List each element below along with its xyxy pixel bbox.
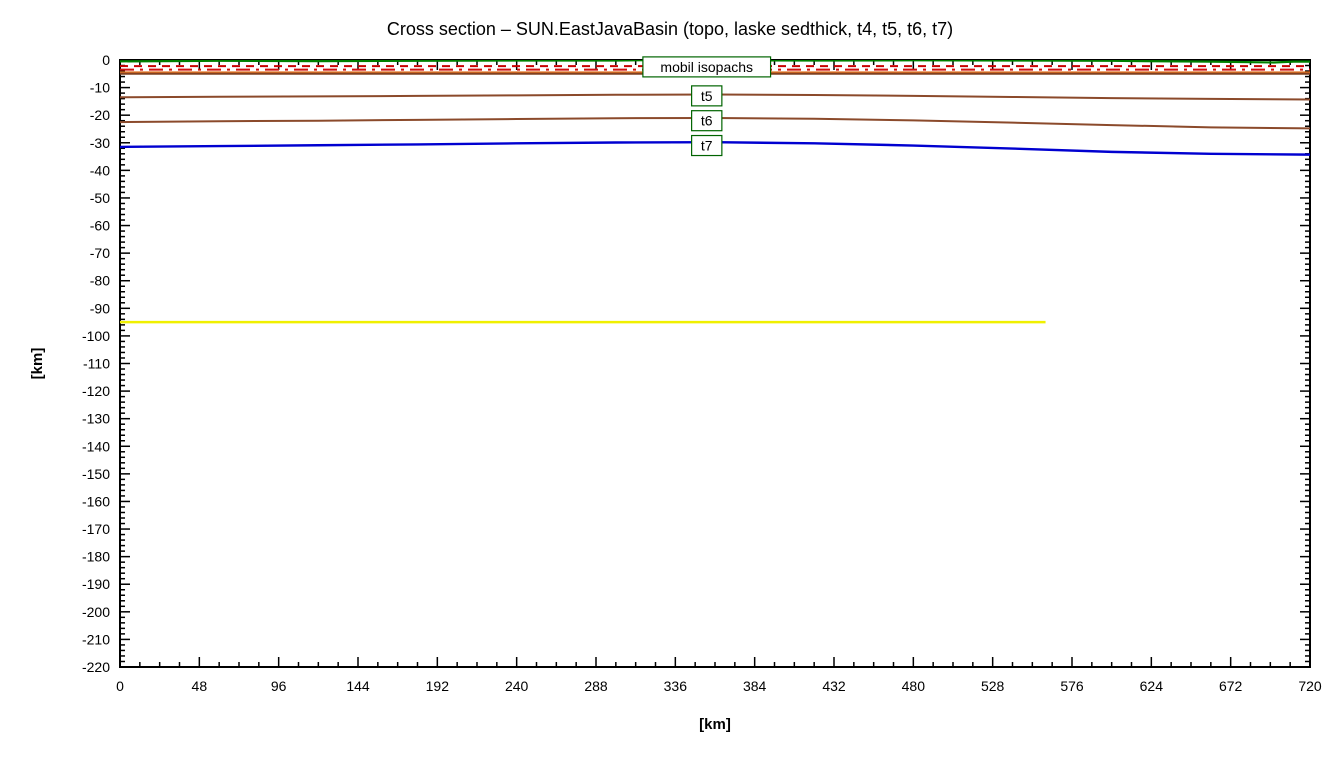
svg-text:624: 624 bbox=[1140, 678, 1164, 694]
svg-text:-50: -50 bbox=[90, 190, 110, 206]
svg-text:480: 480 bbox=[902, 678, 926, 694]
svg-text:-190: -190 bbox=[82, 576, 110, 592]
legend-text-t5: t5 bbox=[701, 88, 713, 104]
svg-text:720: 720 bbox=[1298, 678, 1322, 694]
svg-text:-210: -210 bbox=[82, 631, 110, 647]
svg-text:0: 0 bbox=[102, 52, 110, 68]
svg-text:-100: -100 bbox=[82, 328, 110, 344]
svg-text:-160: -160 bbox=[82, 493, 110, 509]
svg-text:-110: -110 bbox=[83, 356, 110, 372]
svg-text:0: 0 bbox=[116, 678, 124, 694]
svg-text:-60: -60 bbox=[90, 218, 110, 234]
svg-text:-20: -20 bbox=[90, 107, 110, 123]
svg-text:96: 96 bbox=[271, 678, 287, 694]
svg-text:-170: -170 bbox=[82, 521, 110, 537]
svg-text:528: 528 bbox=[981, 678, 1005, 694]
svg-text:-140: -140 bbox=[82, 438, 110, 454]
svg-text:-30: -30 bbox=[90, 135, 110, 151]
svg-text:672: 672 bbox=[1219, 678, 1243, 694]
x-axis-label: [km] bbox=[699, 716, 731, 733]
chart-title: Cross section – SUN.EastJavaBasin (topo,… bbox=[387, 19, 953, 39]
svg-text:-220: -220 bbox=[82, 659, 110, 675]
svg-text:432: 432 bbox=[822, 678, 846, 694]
svg-text:336: 336 bbox=[664, 678, 688, 694]
chart-svg: Cross section – SUN.EastJavaBasin (topo,… bbox=[0, 0, 1340, 757]
svg-text:48: 48 bbox=[192, 678, 208, 694]
svg-text:-200: -200 bbox=[82, 604, 110, 620]
svg-text:576: 576 bbox=[1060, 678, 1084, 694]
svg-text:-10: -10 bbox=[90, 80, 110, 96]
legend-text-mobil_isopachs: mobil isopachs bbox=[660, 59, 753, 75]
svg-text:144: 144 bbox=[346, 678, 370, 694]
svg-text:-70: -70 bbox=[90, 245, 110, 261]
svg-text:192: 192 bbox=[426, 678, 450, 694]
svg-text:-90: -90 bbox=[90, 300, 110, 316]
svg-text:-40: -40 bbox=[90, 162, 110, 178]
svg-text:-130: -130 bbox=[82, 411, 110, 427]
legend-text-t7: t7 bbox=[701, 137, 713, 153]
svg-text:-80: -80 bbox=[90, 273, 110, 289]
cross-section-chart: Cross section – SUN.EastJavaBasin (topo,… bbox=[0, 0, 1340, 757]
svg-text:240: 240 bbox=[505, 678, 529, 694]
svg-text:384: 384 bbox=[743, 678, 767, 694]
svg-text:-180: -180 bbox=[82, 549, 110, 565]
svg-text:288: 288 bbox=[584, 678, 608, 694]
svg-text:-150: -150 bbox=[82, 466, 110, 482]
svg-text:-120: -120 bbox=[82, 383, 110, 399]
legend-text-t6: t6 bbox=[701, 113, 713, 129]
y-axis-label: [km] bbox=[29, 348, 46, 380]
